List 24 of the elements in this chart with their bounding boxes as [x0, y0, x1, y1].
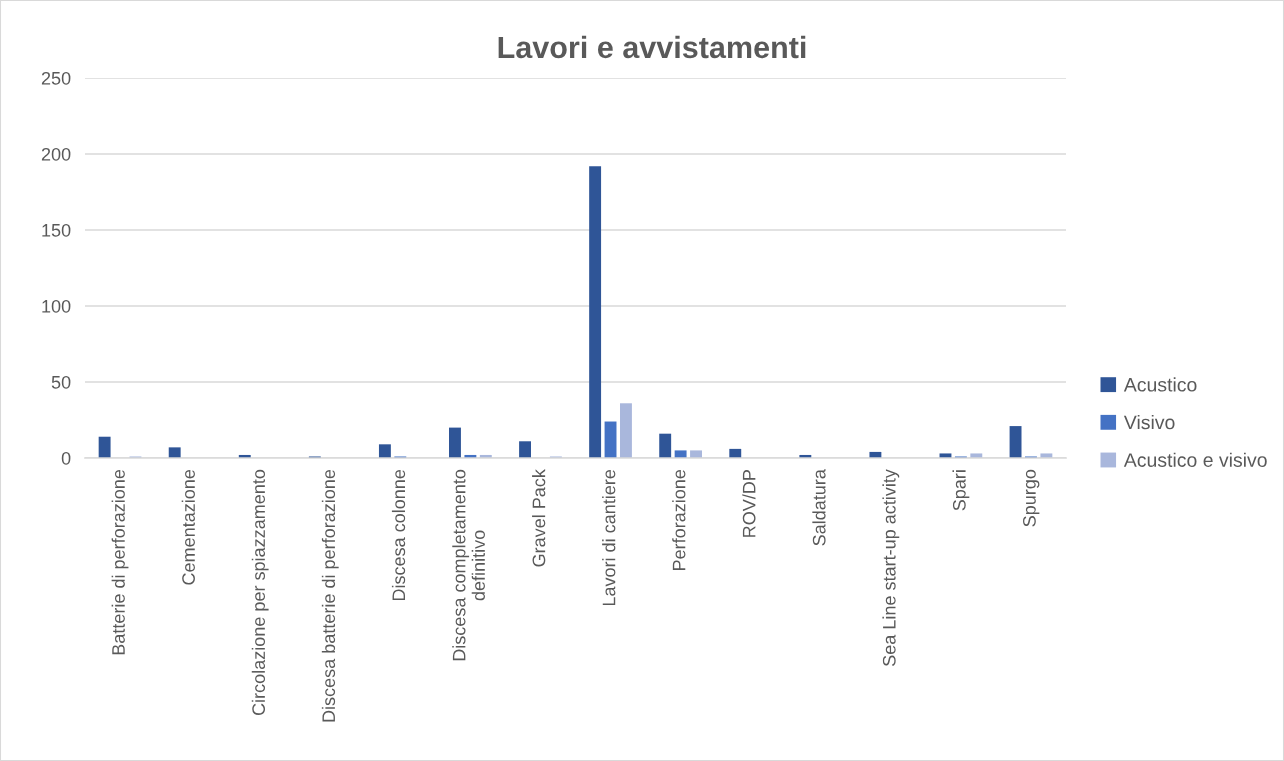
- x-tick-label: Discesa completamento definitivo: [452, 469, 485, 661]
- legend-label: Acustico: [1123, 377, 1197, 392]
- x-tick-label: Discesa batterie di perforazione: [321, 469, 339, 722]
- legend-label: Visivo: [1123, 414, 1175, 430]
- x-tick-label: Spari: [952, 470, 970, 511]
- x-tick-label: Perforazione: [672, 469, 686, 570]
- x-tick-label: Lavori di cantiere: [602, 469, 616, 606]
- x-tick-label: ROV/DP: [742, 470, 756, 537]
- x-tick-label: Batterie di perforazione: [111, 469, 129, 655]
- x-tick-label: Discesa colonne: [391, 469, 406, 601]
- chart-title: Lavori e avvistamenti: [498, 35, 806, 59]
- x-tick-label: Gravel Pack: [532, 469, 546, 567]
- x-tick-label: Circolazione per spiazzamento: [251, 469, 269, 716]
- x-tick-label: Sea Line start-up activity: [882, 469, 900, 666]
- x-tick-label: Spurgo: [1023, 469, 1040, 527]
- legend-label: Acustico e visivo: [1123, 452, 1267, 467]
- y-tick-label: 150: [42, 223, 71, 237]
- y-tick-label: 200: [41, 147, 71, 161]
- x-tick-label: Saldatura: [812, 469, 826, 546]
- y-tick-label: 100: [42, 299, 71, 313]
- x-tick-label: Cementazione: [181, 469, 195, 585]
- y-tick-label: 250: [41, 71, 71, 85]
- y-tick-label: 50: [51, 375, 71, 389]
- y-tick-label: 0: [61, 451, 71, 465]
